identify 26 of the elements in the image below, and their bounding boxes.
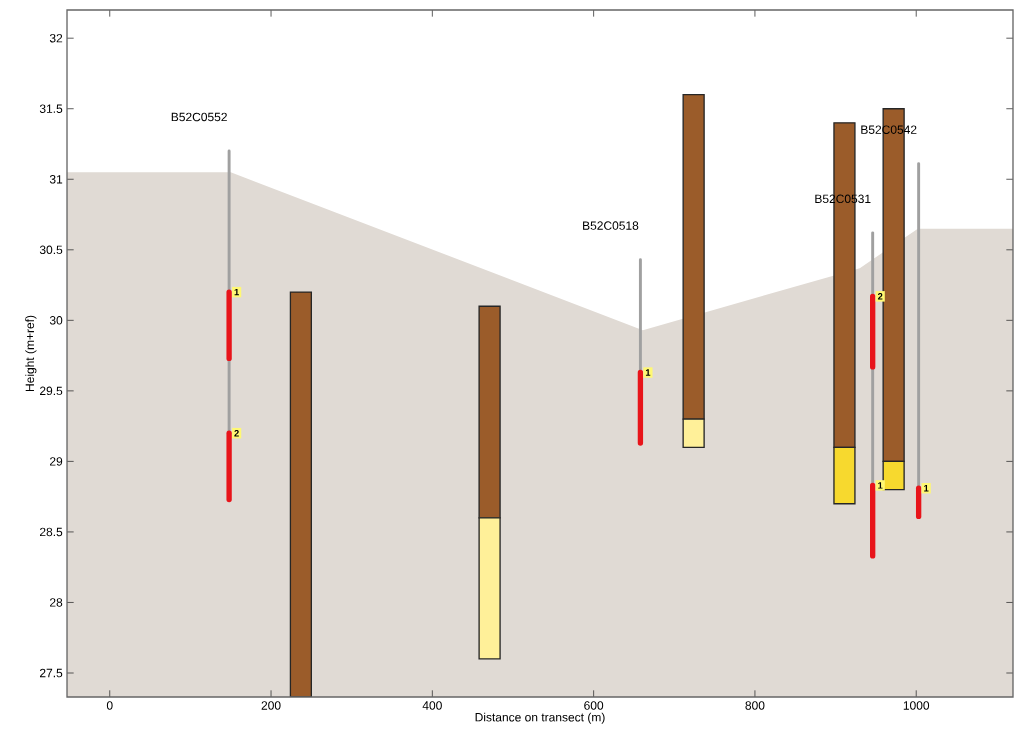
x-tick-label: 200 [261,701,281,710]
y-tick-label: 31 [49,175,63,184]
x-tick-label: 800 [745,701,765,710]
y-tick-label: 28 [50,598,63,607]
annotation: 1 [924,485,929,492]
y-tick-label: 30.5 [39,245,63,255]
annotation: 1 [645,369,651,376]
y-tick-label: 28.5 [39,527,63,537]
annotation: 2 [234,429,239,437]
x-tick-label: 0 [106,701,113,710]
y-tick-label: 27.5 [39,668,63,678]
x-tick-label: 600 [584,701,604,710]
annotation: 1 [878,482,883,489]
x-axis-title: Distance on transect (m) [475,712,605,724]
y-tick-label: 29.5 [39,386,63,396]
y-tick-label: 31.5 [39,104,63,113]
y-tick-label: 29 [50,457,63,466]
text: B52C0518 [583,221,639,230]
x-tick-label: 1000 [903,701,930,710]
annotation: 2 [877,293,883,300]
x-tick-label: 400 [422,701,442,710]
y-tick-label: 32 [49,33,63,43]
y-tick-label: 30 [49,316,63,325]
text: B52C0552 [171,112,227,122]
y-axis-title: Height (m+ref) [25,315,37,392]
annotation: 1 [234,288,239,296]
